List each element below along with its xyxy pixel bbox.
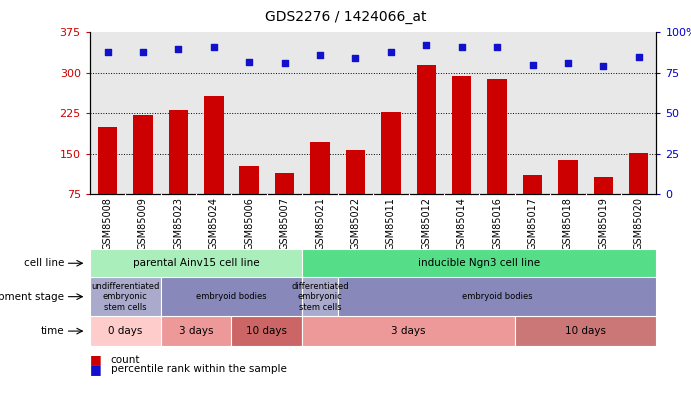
Point — [208, 44, 219, 50]
Bar — [240, 166, 259, 194]
Point — [386, 49, 397, 55]
Text: GSM85011: GSM85011 — [386, 197, 396, 250]
Text: time: time — [41, 326, 64, 336]
Text: 0 days: 0 days — [108, 326, 142, 336]
Point — [491, 44, 502, 50]
Bar — [452, 76, 471, 194]
Text: GSM85023: GSM85023 — [173, 197, 183, 250]
Point — [633, 53, 644, 60]
Bar — [558, 160, 578, 194]
Bar — [133, 115, 153, 194]
Text: GSM85021: GSM85021 — [315, 197, 325, 250]
Point — [598, 63, 609, 70]
Text: GSM85018: GSM85018 — [563, 197, 573, 250]
Bar — [90, 249, 302, 277]
Bar — [90, 316, 160, 346]
Text: GSM85014: GSM85014 — [457, 197, 466, 250]
Text: embryoid bodies: embryoid bodies — [462, 292, 532, 301]
Point — [244, 58, 255, 65]
Text: undifferentiated
embryonic
stem cells: undifferentiated embryonic stem cells — [91, 282, 160, 311]
Text: parental Ainv15 cell line: parental Ainv15 cell line — [133, 258, 259, 268]
Text: GDS2276 / 1424066_at: GDS2276 / 1424066_at — [265, 10, 426, 24]
Bar — [302, 316, 515, 346]
Text: GSM85016: GSM85016 — [492, 197, 502, 250]
Text: GSM85006: GSM85006 — [244, 197, 254, 250]
Bar — [169, 110, 188, 194]
Text: GSM85022: GSM85022 — [350, 197, 361, 250]
Text: GSM85019: GSM85019 — [598, 197, 608, 250]
Bar — [302, 277, 338, 316]
Text: 3 days: 3 days — [179, 326, 214, 336]
Bar — [275, 173, 294, 194]
Point — [314, 52, 325, 58]
Point — [456, 44, 467, 50]
Text: cell line: cell line — [24, 258, 64, 268]
Text: differentiated
embryonic
stem cells: differentiated embryonic stem cells — [291, 282, 349, 311]
Bar — [346, 149, 365, 194]
Bar — [160, 316, 231, 346]
Point — [562, 60, 574, 66]
Point — [527, 62, 538, 68]
Bar — [98, 127, 117, 194]
Bar — [381, 112, 401, 194]
Bar — [594, 177, 613, 194]
Text: GSM85008: GSM85008 — [102, 197, 113, 250]
Bar — [160, 277, 302, 316]
Point — [138, 49, 149, 55]
Text: 3 days: 3 days — [391, 326, 426, 336]
Text: embryoid bodies: embryoid bodies — [196, 292, 267, 301]
Text: 10 days: 10 days — [247, 326, 287, 336]
Text: inducible Ngn3 cell line: inducible Ngn3 cell line — [418, 258, 540, 268]
Bar — [90, 277, 160, 316]
Point — [279, 60, 290, 66]
Point — [173, 45, 184, 52]
Text: GSM85007: GSM85007 — [280, 197, 290, 250]
Text: GSM85012: GSM85012 — [422, 197, 431, 250]
Text: percentile rank within the sample: percentile rank within the sample — [111, 364, 287, 374]
Text: count: count — [111, 355, 140, 364]
Text: ■: ■ — [90, 363, 102, 376]
Text: GSM85017: GSM85017 — [527, 197, 538, 250]
Bar — [487, 79, 507, 194]
Text: 10 days: 10 days — [565, 326, 606, 336]
Point — [421, 42, 432, 49]
Point — [102, 49, 113, 55]
Bar — [515, 316, 656, 346]
Bar — [338, 277, 656, 316]
Bar — [417, 65, 436, 194]
Bar — [302, 249, 656, 277]
Bar — [523, 175, 542, 194]
Bar — [629, 153, 648, 194]
Bar — [310, 142, 330, 194]
Text: development stage: development stage — [0, 292, 64, 302]
Text: GSM85024: GSM85024 — [209, 197, 219, 250]
Bar — [231, 316, 302, 346]
Text: GSM85020: GSM85020 — [634, 197, 644, 250]
Point — [350, 55, 361, 62]
Text: GSM85009: GSM85009 — [138, 197, 148, 250]
Bar — [204, 96, 223, 194]
Text: ■: ■ — [90, 353, 102, 366]
